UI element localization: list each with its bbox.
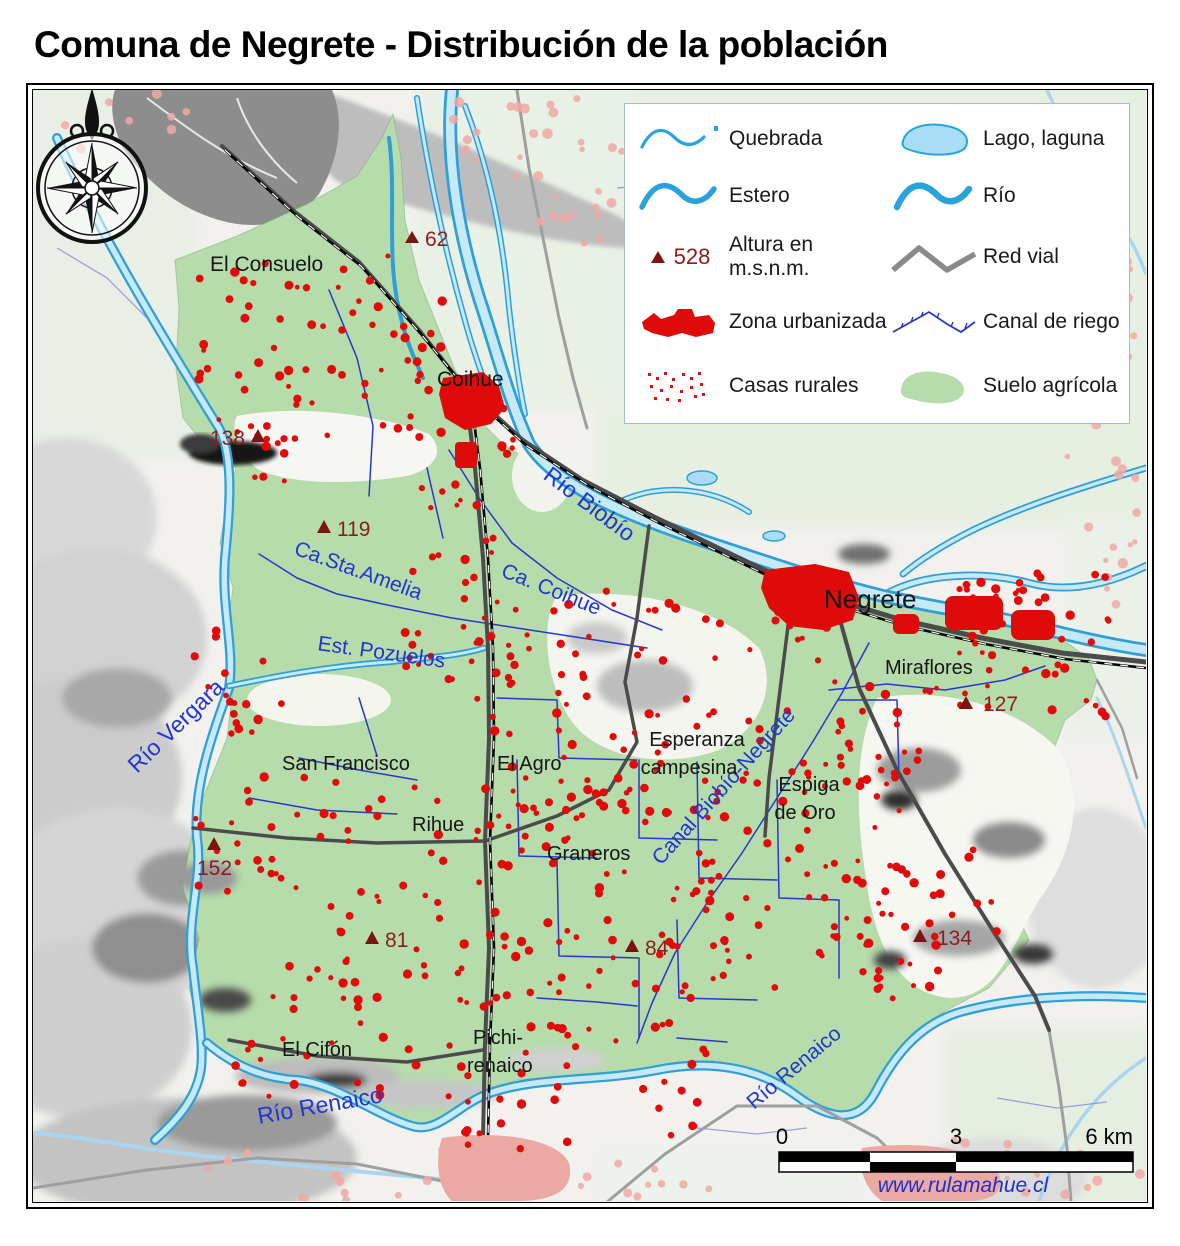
- elevation-value: 62: [425, 228, 448, 251]
- label-san-francisco: San Francisco: [282, 753, 410, 775]
- label-espiga-line2: de Oro: [774, 802, 835, 824]
- map-canvas: Río Biobío Ca. Coihue Ca.Sta.Amelia Est.…: [32, 89, 1148, 1203]
- lagoon: [686, 470, 718, 486]
- place-labels: El Consuelo Coihue Negrete Miraflores Sa…: [210, 253, 973, 1077]
- elevation-triangle: [251, 429, 265, 442]
- label-pichi-line2: renaico: [467, 1055, 533, 1077]
- elevation-triangle: [365, 931, 379, 944]
- elevation-triangle: [405, 231, 419, 243]
- elevation-value: 138: [210, 427, 245, 450]
- irrigation-canals: [248, 289, 1046, 1044]
- credit-link[interactable]: www.rulamahue.cl: [878, 1174, 1050, 1197]
- elevation-value: 134: [937, 927, 972, 950]
- legend-altura-value: 528: [673, 244, 711, 269]
- elevation-value: 84: [645, 937, 669, 960]
- legend-label-lago: Lago, laguna: [983, 127, 1105, 151]
- casas-rurales-icon: [631, 365, 729, 407]
- label-esperanza-line1: Esperanza: [649, 729, 745, 751]
- lago-icon: [887, 117, 983, 161]
- elevation-value: 152: [197, 857, 232, 880]
- label-rihue: Rihue: [412, 814, 464, 836]
- scale-zero: 0: [776, 1124, 788, 1149]
- hillshade-topleft-dark: [112, 90, 639, 248]
- suelo-agricola-icon: [887, 363, 983, 409]
- label-pichi-line1: Pichi-: [473, 1027, 523, 1049]
- legend-label-suelo-agricola: Suelo agrícola: [983, 374, 1118, 398]
- label-graneros: Graneros: [547, 843, 630, 865]
- label-negrete: Negrete: [824, 584, 917, 614]
- elevation-triangle: [317, 520, 331, 533]
- legend-label-quebrada: Quebrada: [729, 127, 823, 151]
- quebrada-line-icon: [631, 119, 729, 159]
- legend: Quebrada Lago, laguna Estero Río 528: [624, 103, 1130, 424]
- scale-six: 6 km: [1085, 1124, 1133, 1149]
- estero-line-icon: [631, 175, 729, 217]
- town-outside: [438, 1135, 571, 1201]
- legend-label-casas-rurales: Casas rurales: [729, 374, 859, 398]
- label-el-cifon: El Cifón: [282, 1039, 352, 1061]
- lagoon: [762, 530, 786, 542]
- label-el-agro: El Agro: [497, 753, 561, 775]
- elevation-value: 81: [385, 929, 408, 952]
- label-espiga-line1: Espiga: [778, 774, 840, 796]
- elevation-value: 127: [983, 693, 1018, 716]
- elevation-triangle: [625, 939, 639, 952]
- scale-bar: 0 3 6 km: [776, 1124, 1134, 1173]
- elevation-value: 119: [337, 518, 370, 541]
- elevation-triangle: [913, 929, 927, 942]
- altura-icon: 528: [631, 244, 729, 270]
- legend-label-red-vial: Red vial: [983, 245, 1059, 269]
- label-el-consuelo: El Consuelo: [210, 253, 323, 276]
- elevation-triangle: [959, 696, 973, 709]
- elevation-triangle: [207, 837, 221, 850]
- label-miraflores: Miraflores: [885, 657, 973, 679]
- compass-rose-icon: [36, 90, 148, 244]
- legend-label-zona-urbanizada: Zona urbanizada: [729, 310, 887, 334]
- legend-label-altura: Altura en m.s.n.m.: [729, 233, 814, 280]
- page-title: Comuna de Negrete - Distribución de la p…: [34, 24, 888, 65]
- red-vial-icon: [887, 236, 983, 278]
- rio-line-icon: [887, 175, 983, 217]
- legend-label-rio: Río: [983, 184, 1016, 208]
- scale-three: 3: [950, 1124, 962, 1149]
- label-esperanza-line2: campesina: [641, 757, 739, 779]
- label-coihue: Coihue: [437, 368, 504, 391]
- canal-riego-icon: [887, 300, 983, 344]
- map-frame: Río Biobío Ca. Coihue Ca.Sta.Amelia Est.…: [26, 83, 1154, 1209]
- elevation-markers: 62 138 119 127 152 81 84 134: [197, 228, 1018, 960]
- legend-label-canal-riego: Canal de riego: [983, 310, 1120, 334]
- zona-urbanizada-icon: [631, 298, 729, 346]
- legend-label-estero: Estero: [729, 184, 790, 208]
- rivers: [57, 90, 1146, 1140]
- urban-zones: [438, 372, 1055, 1201]
